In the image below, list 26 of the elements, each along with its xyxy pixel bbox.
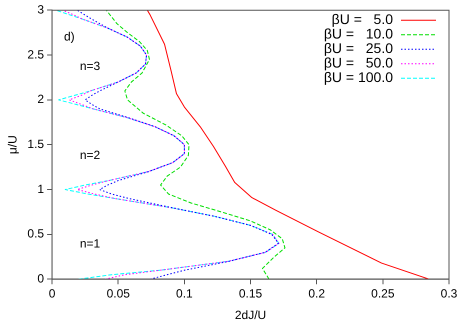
x-tick-label: 0.15 [238, 286, 263, 301]
annotation: n=1 [80, 236, 101, 251]
y-tick-label: 0.5 [27, 226, 44, 241]
x-tick-label: 0 [48, 286, 56, 301]
y-tick-label: 2 [37, 92, 44, 106]
x-tick-label: 0.2 [308, 286, 326, 301]
annotation: n=3 [80, 59, 101, 74]
y-tick-label: 2.5 [27, 47, 44, 62]
x-tick-label: 0.25 [371, 286, 395, 301]
y-axis-title: μ/U [6, 135, 20, 154]
legend-label: βU = 50.0 [324, 54, 394, 71]
annotation: d) [64, 29, 75, 44]
x-tick-label: 0.05 [106, 286, 130, 301]
y-tick-label: 0 [37, 272, 44, 286]
legend-label: βU = 100.0 [324, 69, 394, 86]
y-tick-label: 3 [37, 2, 44, 17]
annotation: n=2 [80, 148, 101, 162]
line-series [106, 10, 286, 280]
legend-label: βU = 5.0 [332, 11, 394, 28]
x-tick-label: 0.3 [440, 286, 458, 301]
y-tick-label: 1.5 [27, 137, 44, 152]
y-tick-label: 1 [37, 182, 44, 196]
x-axis-title: 2dJ/U [234, 308, 266, 322]
x-tick-label: 0.1 [176, 286, 194, 301]
legend-label: βU = 25.0 [324, 40, 394, 56]
legend-label: βU = 10.0 [324, 26, 394, 42]
